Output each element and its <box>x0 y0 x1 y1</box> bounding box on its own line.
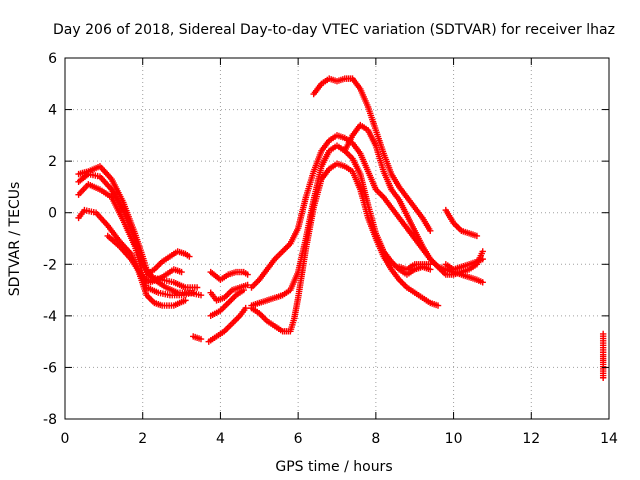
track-7 <box>190 333 205 343</box>
data-point <box>190 289 197 296</box>
track-14 <box>248 160 442 335</box>
x-axis-title: GPS time / hours <box>275 459 392 475</box>
track-6 <box>143 248 193 278</box>
track-13 <box>248 132 486 291</box>
data-point <box>182 297 189 304</box>
track-11 <box>207 268 251 283</box>
x-tick-label: 12 <box>522 431 540 447</box>
data-point <box>197 292 205 299</box>
chart-title: Day 206 of 2018, Sidereal Day-to-day VTE… <box>53 22 615 38</box>
track-19 <box>442 255 486 273</box>
track-9 <box>207 286 247 320</box>
y-tick-label: -8 <box>43 412 57 428</box>
data-point <box>427 261 434 268</box>
y-tick-label: -6 <box>43 360 57 376</box>
axis-ticks: 0 2 4 6 8 10 12 14 -8 -6 -4 -2 0 2 4 6 <box>43 51 618 447</box>
data-point <box>473 232 481 240</box>
track-15 <box>310 75 434 234</box>
y-tick-label: 2 <box>48 154 57 170</box>
track-8 <box>205 304 249 345</box>
data-point <box>244 281 251 289</box>
y-axis-title: SDTVAR / TECUs <box>7 182 23 297</box>
data-point <box>427 227 434 234</box>
data-point <box>197 335 205 343</box>
x-tick-label: 8 <box>371 431 380 447</box>
track-3 <box>75 181 197 299</box>
x-tick-label: 14 <box>600 431 618 447</box>
data-point <box>186 253 193 260</box>
data-point <box>244 271 251 278</box>
track-16 <box>341 121 486 286</box>
data-point <box>242 304 249 312</box>
data-point <box>479 255 486 263</box>
data-point <box>599 374 607 381</box>
track-20 <box>599 330 607 381</box>
x-tick-label: 4 <box>216 431 225 447</box>
y-tick-label: 6 <box>48 51 57 67</box>
track-5 <box>104 232 185 286</box>
y-tick-label: -4 <box>43 309 57 325</box>
x-tick-label: 2 <box>138 431 147 447</box>
y-tick-label: 0 <box>48 206 57 222</box>
track-18 <box>442 206 481 240</box>
data-point <box>479 248 486 255</box>
grid-lines <box>65 58 609 419</box>
data-point <box>479 279 486 286</box>
track-10 <box>207 281 251 304</box>
data-point <box>178 268 185 276</box>
data-point <box>193 284 201 291</box>
y-tick-label: 4 <box>48 103 57 119</box>
track-17 <box>395 261 434 273</box>
x-tick-label: 10 <box>445 431 463 447</box>
x-tick-label: 6 <box>294 431 303 447</box>
data-marks <box>75 75 607 381</box>
data-point <box>434 302 442 309</box>
y-tick-label: -2 <box>43 257 57 273</box>
x-tick-label: 0 <box>61 431 70 447</box>
plot-frame <box>64 57 610 420</box>
